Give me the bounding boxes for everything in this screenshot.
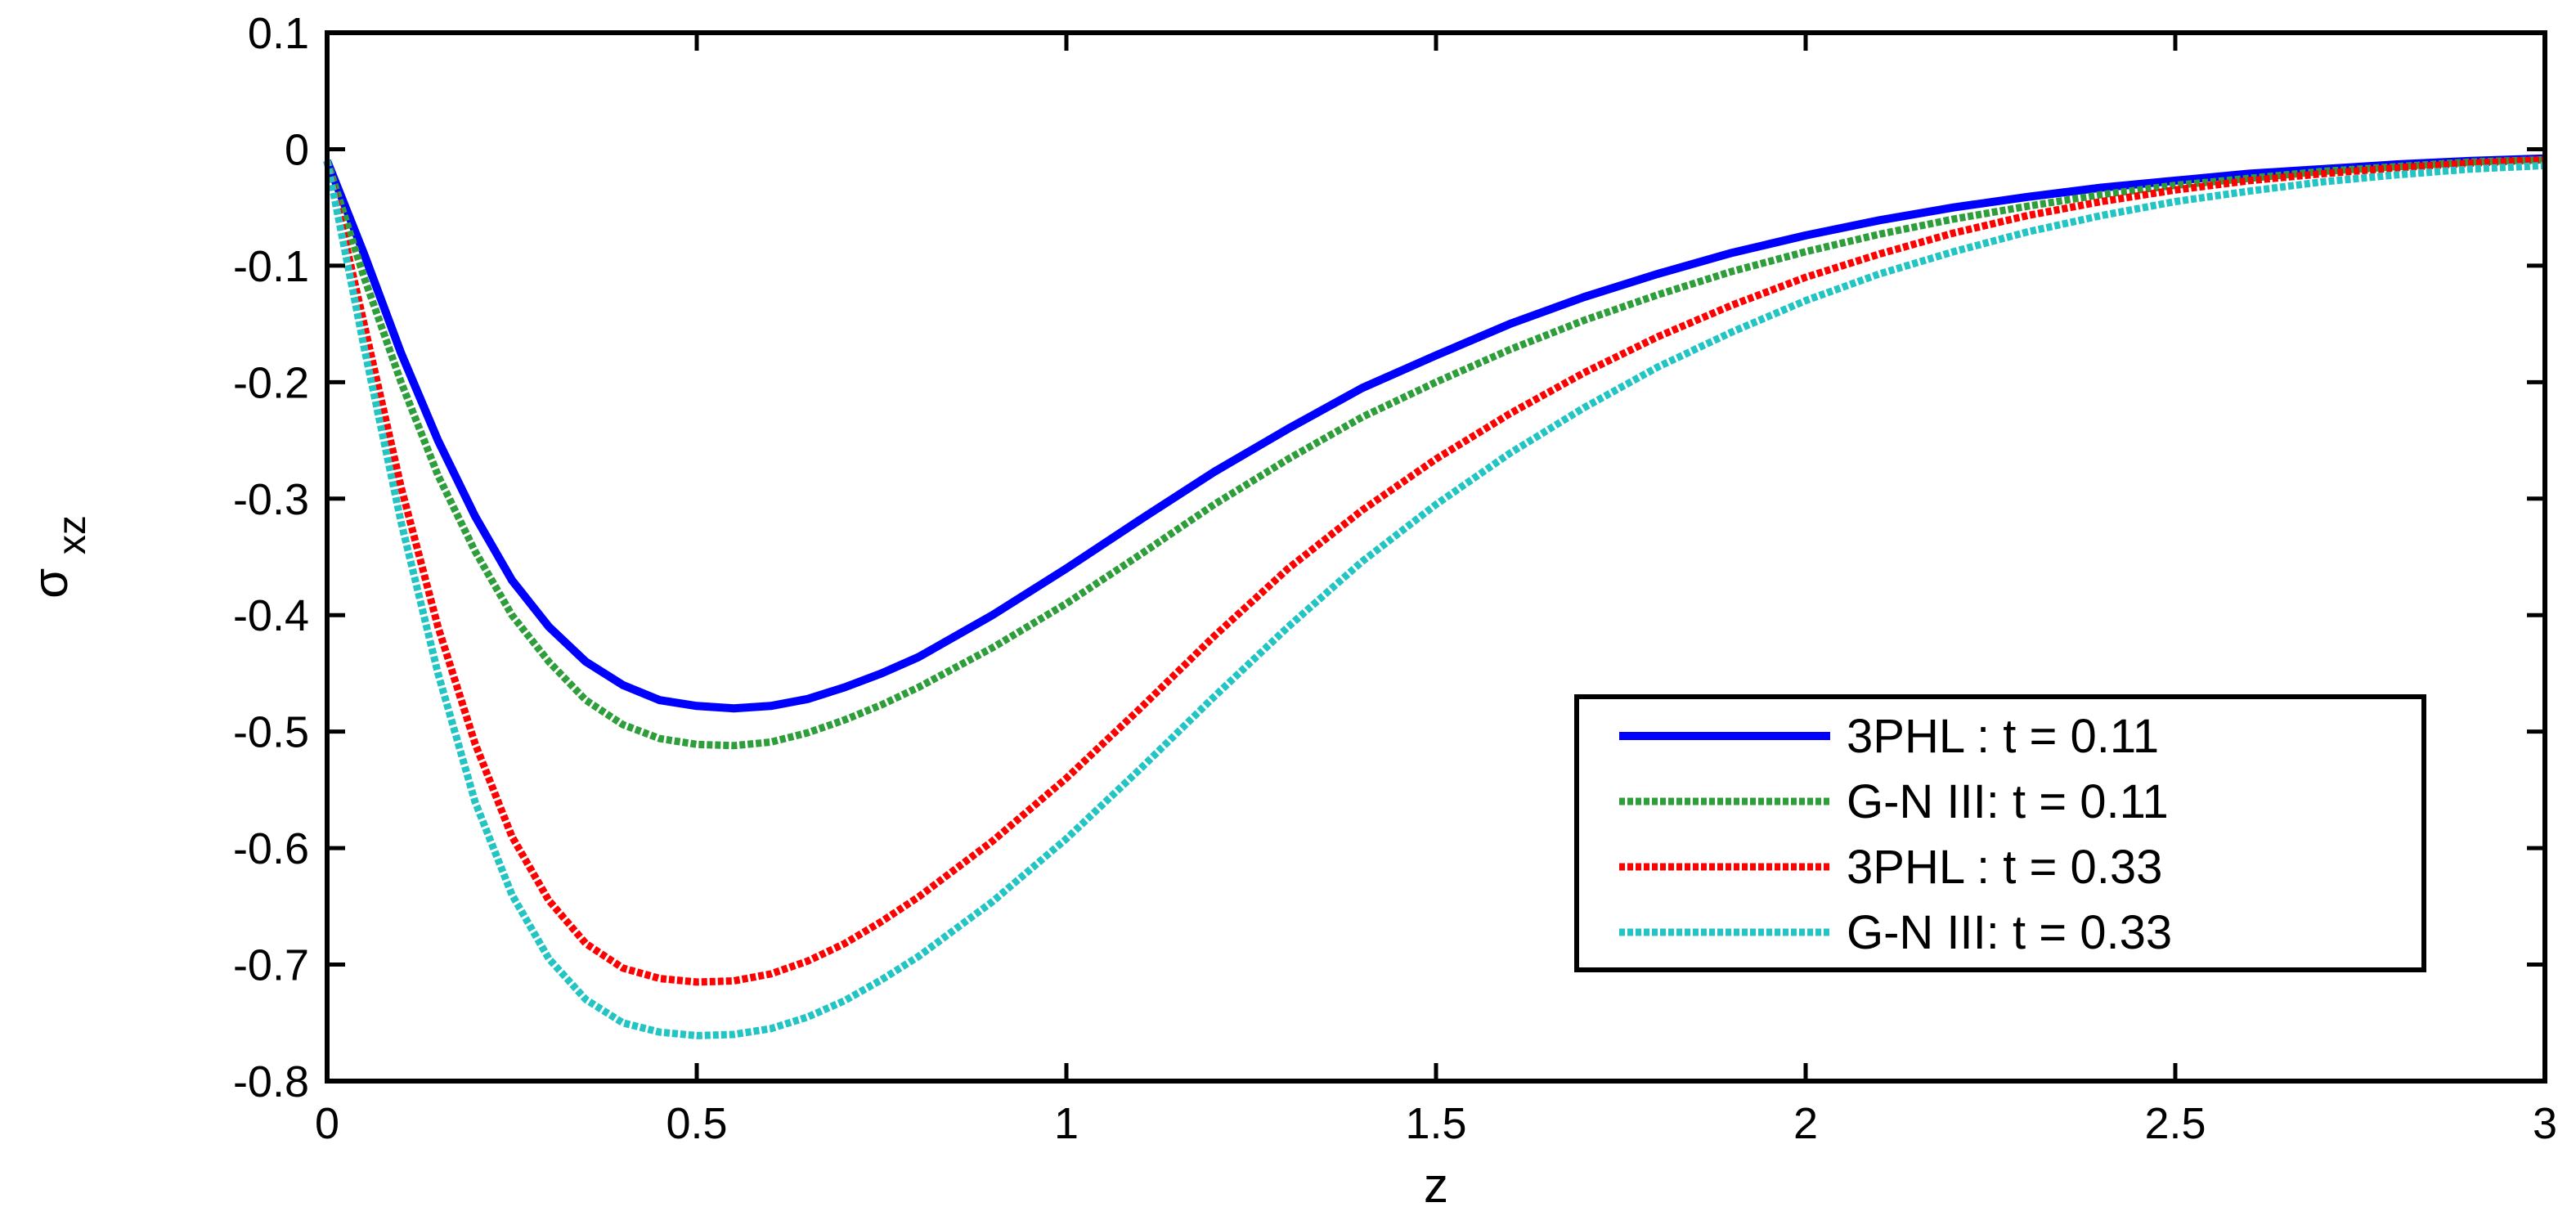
y-axis-label-symbol: σ bbox=[23, 568, 78, 599]
series-line-1 bbox=[323, 154, 2546, 713]
x-axis-label: z bbox=[1424, 1158, 1448, 1213]
y-tick-label: 0 bbox=[285, 125, 309, 174]
legend: 3PHL : t = 0.11 G-N III: t = 0.11 3PHL : t… bbox=[1574, 694, 2426, 972]
x-tick-label: 3 bbox=[2533, 1099, 2557, 1148]
y-tick-label: -0.8 bbox=[233, 1057, 309, 1106]
y-axis-label: σ xz bbox=[23, 515, 94, 599]
y-tick-label: -0.2 bbox=[233, 358, 309, 407]
x-tick-label: 1 bbox=[1054, 1099, 1079, 1148]
legend-label: 3PHL : t = 0.11 bbox=[1847, 710, 2159, 763]
x-tick-label: 2 bbox=[1793, 1099, 1818, 1148]
plot-area bbox=[323, 154, 2546, 1039]
x-tick-label: 1.5 bbox=[1405, 1099, 1466, 1148]
legend-label: 3PHL : t = 0.33 bbox=[1847, 841, 2162, 894]
x-tick-label: 0.5 bbox=[666, 1099, 727, 1148]
legend-label: G-N III: t = 0.33 bbox=[1847, 906, 2172, 959]
axis-labels: z σ xz bbox=[23, 515, 1448, 1213]
y-tick-label: -0.5 bbox=[233, 708, 309, 757]
series-line-2 bbox=[323, 155, 2546, 750]
legend-box bbox=[1574, 694, 2426, 972]
y-tick-label: -0.4 bbox=[233, 591, 309, 640]
y-tick-label: 0.1 bbox=[248, 9, 309, 58]
y-tick-label: -0.7 bbox=[233, 941, 309, 990]
y-tick-label: -0.1 bbox=[233, 242, 309, 291]
legend-label: G-N III: t = 0.11 bbox=[1847, 775, 2169, 828]
ticks: 0 0.5 1 1.5 2 2.5 3 0.1 0 -0.1 -0.2 -0.3 -0.4 -0.5 -0.… bbox=[233, 9, 2557, 1148]
x-tick-label: 2.5 bbox=[2144, 1099, 2206, 1148]
series-line-3 bbox=[323, 155, 2546, 986]
y-tick-label: -0.6 bbox=[233, 824, 309, 873]
x-tick-label: 0 bbox=[315, 1099, 339, 1148]
y-axis-label-subscript: xz bbox=[51, 515, 94, 554]
y-tick-label: -0.3 bbox=[233, 475, 309, 524]
